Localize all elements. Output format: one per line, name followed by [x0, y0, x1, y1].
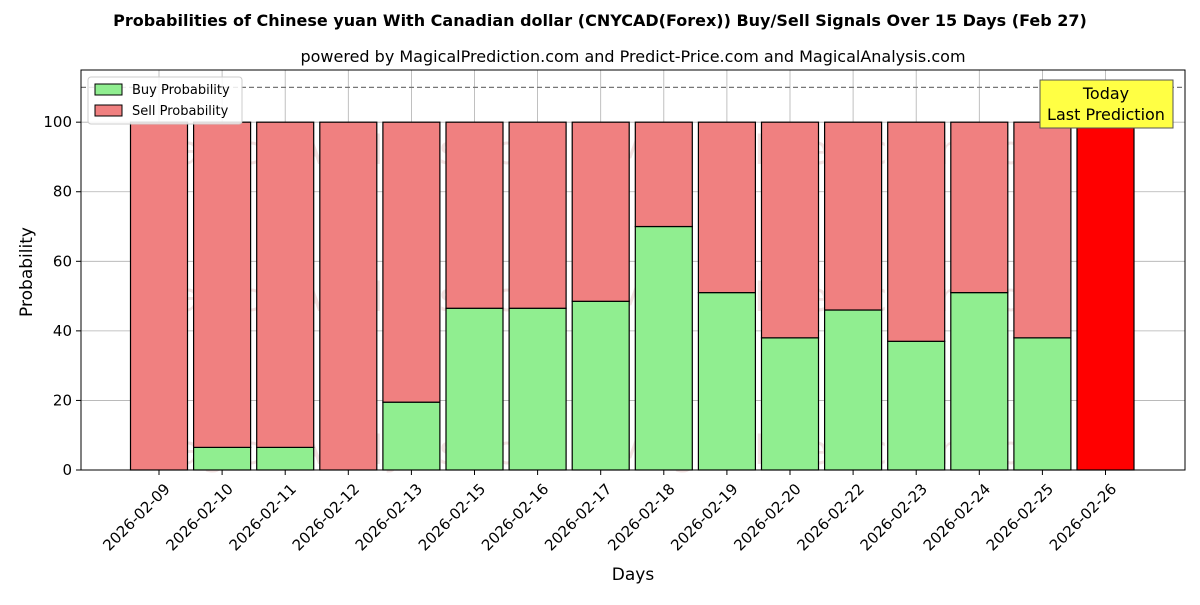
- y-tick-label: 80: [53, 183, 72, 201]
- bar-sell: [382, 121, 441, 403]
- x-tick-label: 2026-02-26: [1046, 480, 1120, 554]
- x-axis-label: Days: [612, 565, 655, 585]
- x-tick-label: 2026-02-15: [415, 480, 489, 554]
- bar-sell: [1013, 121, 1072, 339]
- x-tick-label: 2026-02-17: [541, 480, 615, 554]
- bar-sell: [319, 121, 378, 471]
- bar-sell: [571, 121, 630, 302]
- bar-sell: [823, 121, 883, 311]
- x-tick-label: 2026-02-20: [730, 480, 804, 554]
- y-tick-label: 20: [53, 391, 72, 409]
- chart-title: Probabilities of Chinese yuan With Canad…: [113, 11, 1087, 30]
- bar-sell: [697, 121, 757, 294]
- bar-buy: [823, 309, 883, 471]
- bar-sell: [634, 121, 693, 228]
- legend-label: Sell Probability: [132, 104, 229, 119]
- legend-swatch: [94, 104, 123, 117]
- x-tick-label: 2026-02-23: [857, 480, 931, 554]
- y-axis-label: Probability: [17, 227, 37, 317]
- y-tick-label: 60: [53, 252, 72, 270]
- x-tick-label: 2026-02-22: [793, 480, 867, 554]
- bar-sell: [1076, 121, 1135, 471]
- legend-label: Buy Probability: [132, 83, 230, 98]
- x-tick-label: 2026-02-24: [920, 480, 994, 554]
- bar-sell: [256, 121, 315, 448]
- bar-buy: [634, 225, 693, 471]
- bar-buy: [256, 446, 315, 471]
- x-tick-label: 2026-02-11: [226, 480, 300, 554]
- legend-box: [87, 76, 243, 125]
- y-tick-label: 100: [43, 113, 72, 131]
- bar-buy: [1013, 337, 1072, 471]
- bar-sell: [950, 121, 1009, 294]
- legend: Buy Probability Sell Probability: [87, 76, 243, 125]
- x-tick-label: 2026-02-16: [478, 480, 552, 554]
- bar-buy: [508, 307, 567, 471]
- x-tick-label: 2026-02-10: [162, 480, 236, 554]
- bar-buy: [887, 340, 946, 471]
- x-tick-label: 2026-02-18: [604, 480, 678, 554]
- y-tick-label: 0: [62, 461, 72, 479]
- bar-buy: [697, 292, 757, 471]
- chart-subtitle: powered by MagicalPrediction.com and Pre…: [300, 47, 965, 66]
- x-tick-label: 2026-02-13: [352, 480, 426, 554]
- bar-buy: [193, 446, 252, 471]
- bar-sell: [508, 121, 567, 309]
- annotation-text: Last Prediction: [1047, 105, 1165, 124]
- annotation-box: [1039, 79, 1174, 129]
- y-tick-label: 40: [53, 322, 72, 340]
- x-tick-label: 2026-02-12: [289, 480, 363, 554]
- bar-sell: [445, 121, 504, 309]
- annotation-text: Today: [1082, 84, 1129, 103]
- x-tick-label: 2026-02-19: [667, 480, 741, 554]
- bar-buy: [950, 292, 1009, 471]
- bar-buy: [382, 401, 441, 471]
- bar-sell: [193, 121, 252, 448]
- bar-buy: [760, 337, 820, 471]
- legend-swatch: [94, 83, 123, 96]
- bar-sell: [129, 121, 189, 471]
- bar-sell: [760, 121, 820, 339]
- bar-sell: [887, 121, 946, 342]
- x-tick-label: 2026-02-09: [99, 480, 173, 554]
- today-annotation: Today Last Prediction: [1039, 79, 1174, 129]
- axes-frame: [80, 69, 1186, 471]
- x-tick-label: 2026-02-25: [983, 480, 1057, 554]
- plot-area: MagicalAnalysis.comMagicalPrediction.com…: [43, 69, 1186, 554]
- bar-buy: [445, 307, 504, 471]
- bar-buy: [571, 300, 630, 471]
